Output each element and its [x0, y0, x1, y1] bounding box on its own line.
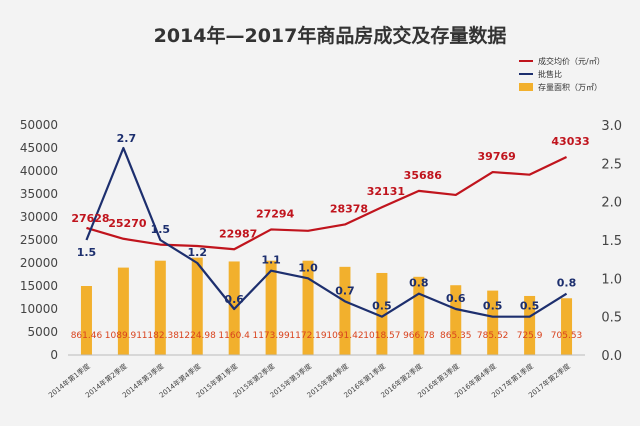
y-right-tick-3: 1.5: [601, 234, 622, 249]
ratio-label-8: 0.5: [372, 300, 392, 313]
y-right-tick-6: 3.0: [601, 119, 622, 134]
bar-stock-5: [265, 260, 277, 355]
bars-layer: [80, 257, 573, 355]
y-left-tick-2: 10000: [20, 302, 58, 316]
y-right-tick-1: 0.5: [601, 311, 622, 326]
legend-swatch-stock: [519, 83, 533, 91]
ratio-label-1: 2.7: [117, 132, 137, 145]
y-left-tick-5: 25000: [20, 233, 58, 247]
bar-stock-0: [80, 286, 92, 355]
bar-value-label-12: 725.9: [517, 331, 543, 341]
y-right-tick-4: 2.0: [601, 196, 622, 211]
y-left-tick-7: 35000: [20, 187, 58, 201]
y-left-tick-4: 20000: [20, 256, 58, 270]
line-ratio: [85, 146, 568, 318]
bar-value-label-4: 1160.4: [218, 331, 250, 341]
y-left-tick-9: 45000: [20, 141, 58, 155]
bar-value-label-9: 966.78: [403, 331, 435, 341]
bar-stock-1: [117, 267, 129, 355]
y-right-tick-0: 0.0: [601, 349, 622, 364]
price-label-11: 39769: [478, 150, 516, 163]
legend-label-stock: 存量面积（万㎡）: [538, 82, 602, 92]
ratio-label-6: 1.0: [298, 261, 318, 274]
axes-layer: 0 5000 10000 15000 20000 25000 30000 35000 40000…: [20, 118, 622, 400]
y-left-tick-0: 0: [50, 348, 58, 362]
bar-stock-12: [524, 295, 536, 355]
bar-value-label-3: 1224.98: [179, 331, 216, 341]
price-label-13: 43033: [551, 135, 589, 148]
ratio-label-5: 1.1: [261, 254, 281, 267]
price-label-1: 25270: [108, 217, 147, 230]
bar-stock-7: [339, 266, 351, 355]
bar-value-label-11: 785.52: [477, 331, 509, 341]
price-label-5: 27294: [256, 207, 295, 220]
ratio-label-12: 0.5: [520, 300, 540, 313]
lines-layer: [85, 146, 568, 318]
y-right-tick-5: 2.5: [601, 157, 622, 172]
legend-label-price: 成交均价（元/㎡）: [538, 56, 605, 66]
bar-stock-9: [413, 276, 425, 355]
bar-value-label-2: 1182.38: [142, 331, 179, 341]
labels-layer: 861.46 1089.91 1182.38 1224.98 1160.4 1173.99…: [71, 132, 590, 341]
ratio-label-3: 1.2: [188, 246, 208, 259]
legend-label-ratio: 批售比: [538, 69, 562, 79]
ratio-label-9: 0.8: [409, 277, 429, 290]
price-label-8: 32131: [367, 185, 405, 198]
price-label-4: 22987: [219, 227, 257, 240]
price-label-7: 28378: [330, 202, 368, 215]
ratio-label-13: 0.8: [557, 277, 577, 290]
y-left-tick-10: 50000: [20, 118, 58, 132]
bar-value-label-5: 1173.99: [252, 331, 289, 341]
ratio-label-2: 1.5: [151, 223, 171, 236]
y-left-tick-1: 5000: [27, 325, 58, 339]
price-label-0: 27628: [71, 212, 109, 225]
bar-value-label-10: 865.35: [440, 331, 472, 341]
bar-stock-10: [450, 285, 462, 355]
bar-stock-8: [376, 272, 388, 355]
y-right-tick-2: 1.0: [601, 272, 622, 287]
bar-stock-3: [191, 257, 203, 355]
y-left-tick-6: 30000: [20, 210, 58, 224]
bar-value-label-13: 705.53: [551, 331, 583, 341]
y-left-tick-8: 40000: [20, 164, 58, 178]
bar-stock-6: [302, 260, 314, 355]
y-left-tick-3: 15000: [20, 279, 58, 293]
chart-title: 2014年—2017年商品房成交及存量数据: [154, 24, 507, 47]
bar-value-label-1: 1089.91: [105, 331, 142, 341]
bar-value-label-7: 1091.42: [326, 331, 363, 341]
bar-stock-13: [561, 298, 573, 355]
ratio-label-7: 0.7: [335, 284, 355, 297]
bar-value-label-0: 861.46: [71, 331, 103, 341]
bar-stock-2: [154, 260, 166, 355]
ratio-label-11: 0.5: [483, 300, 503, 313]
bar-value-label-6: 1172.19: [289, 331, 326, 341]
ratio-label-10: 0.6: [446, 292, 466, 305]
bar-stock-11: [487, 290, 499, 355]
ratio-label-4: 0.6: [224, 293, 244, 306]
bar-value-label-8: 1018.57: [363, 331, 400, 341]
price-label-9: 35686: [404, 169, 443, 182]
ratio-label-0: 1.5: [77, 246, 97, 259]
